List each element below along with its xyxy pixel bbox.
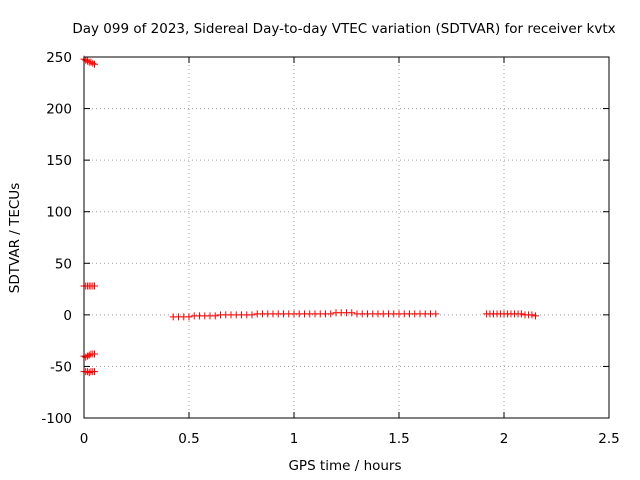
- x-tick-label: 1: [290, 431, 299, 447]
- data-point: [517, 310, 525, 318]
- data-point: [532, 312, 539, 320]
- data-point: [85, 351, 93, 359]
- grid: [84, 57, 609, 418]
- x-tick-label: 0.5: [178, 431, 199, 447]
- data-point: [528, 311, 536, 319]
- x-tick-label: 2: [500, 431, 509, 447]
- data-point: [91, 368, 98, 376]
- x-tick-label: 2.5: [598, 431, 619, 447]
- axis-ticks: 0 0.5 1 1.5 2 2.5 -100 -50 0 50 100 150 200 250: [41, 50, 619, 447]
- data-point: [248, 311, 256, 319]
- data-point: [91, 282, 98, 290]
- data-point: [91, 350, 98, 358]
- x-axis-label: GPS time / hours: [288, 458, 401, 474]
- y-tick-label: 0: [63, 308, 72, 324]
- data-point: [89, 59, 97, 67]
- data-points: [80, 55, 539, 377]
- data-point: [91, 60, 98, 68]
- y-tick-label: 50: [55, 256, 72, 272]
- plot-frame: [83, 56, 610, 419]
- data-point: [211, 312, 219, 320]
- y-tick-label: 100: [46, 205, 72, 221]
- y-tick-label: 150: [46, 153, 72, 169]
- x-tick-label: 1.5: [388, 431, 409, 447]
- data-point: [327, 310, 335, 318]
- y-tick-label: -50: [50, 359, 72, 375]
- data-point: [84, 57, 92, 65]
- data-point: [85, 369, 93, 377]
- x-tick-label: 0: [80, 431, 89, 447]
- chart-title: Day 099 of 2023, Sidereal Day-to-day VTE…: [72, 21, 615, 37]
- y-tick-label: -100: [41, 411, 72, 427]
- data-point: [348, 309, 356, 317]
- y-tick-label: 250: [46, 50, 72, 66]
- data-point: [432, 310, 440, 318]
- y-axis-label: SDTVAR / TECUs: [7, 183, 23, 293]
- y-tick-label: 200: [46, 102, 72, 118]
- data-point: [185, 313, 193, 321]
